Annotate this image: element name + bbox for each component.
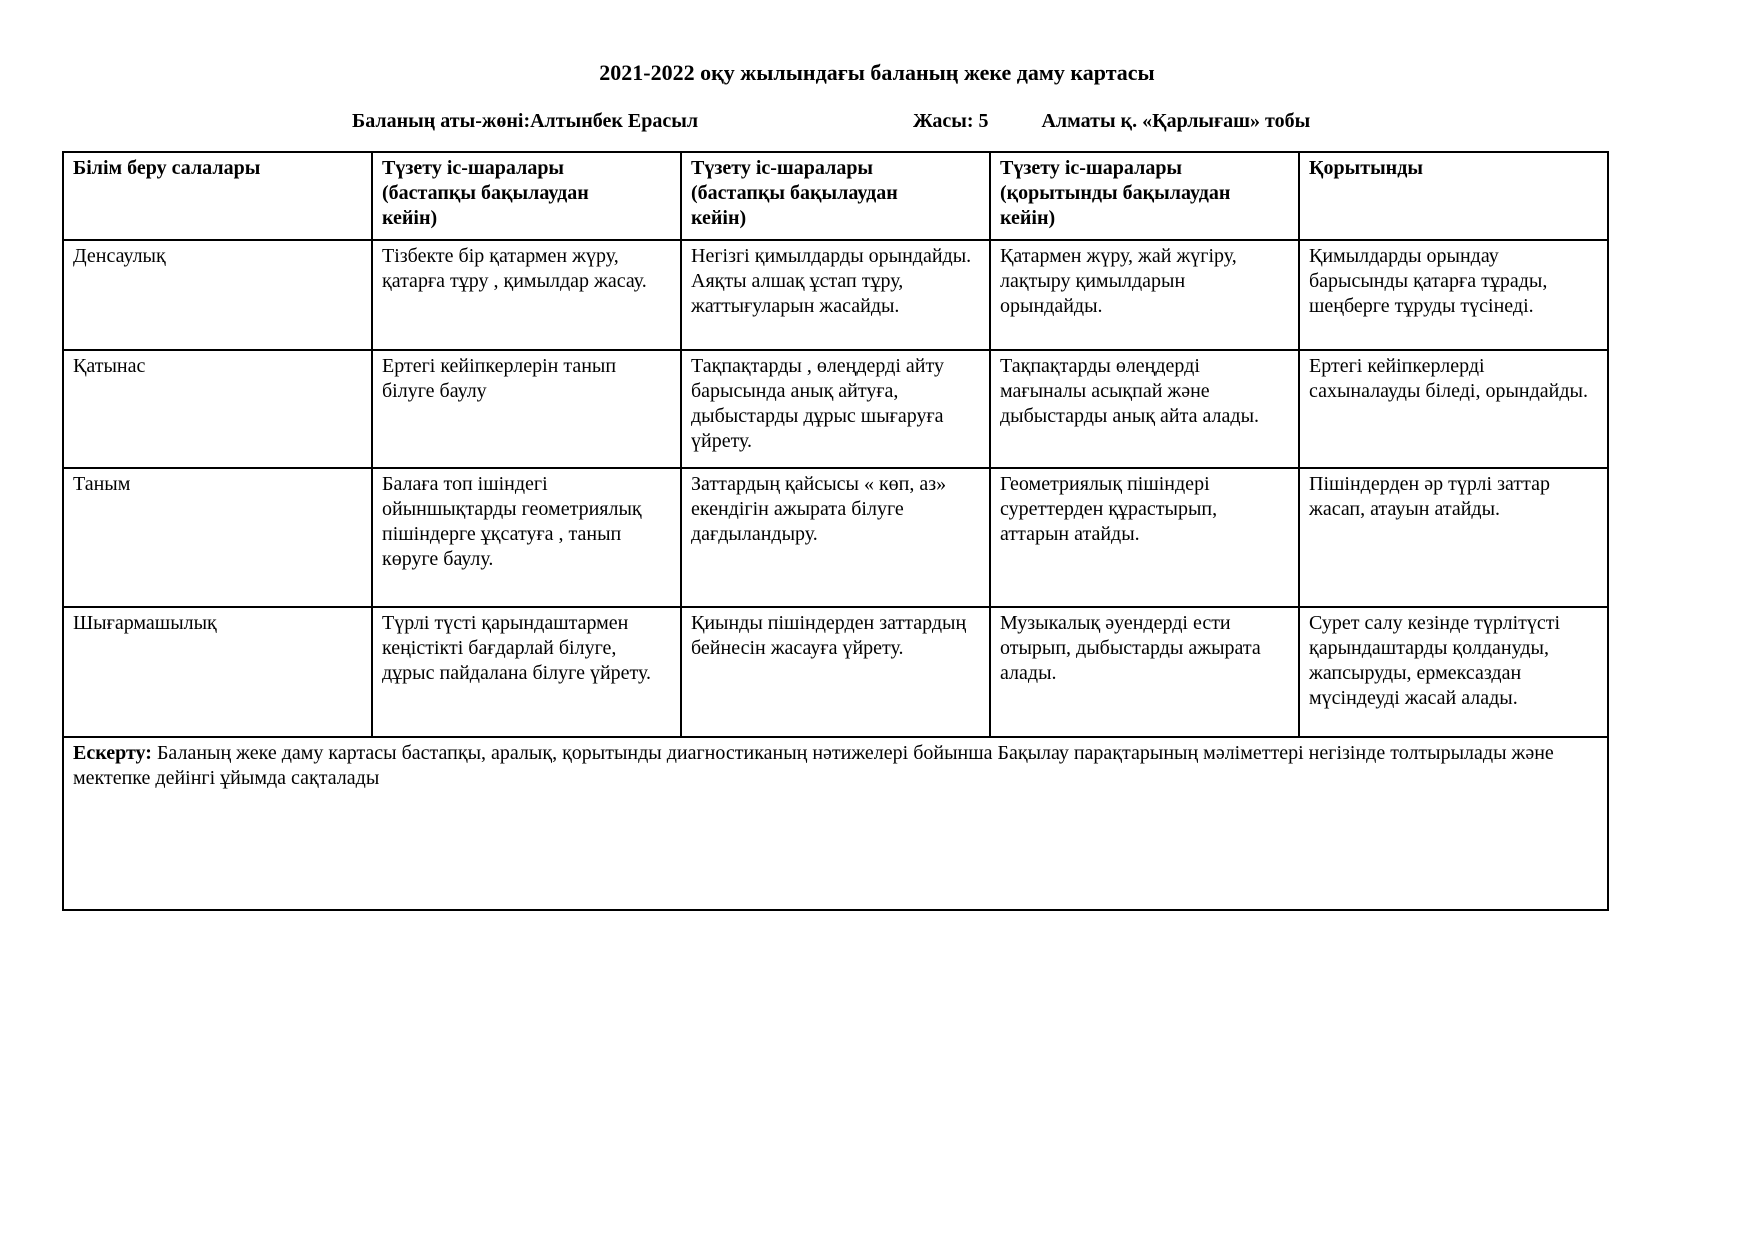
- row-densaulyk: Денсаулық Тізбекте бір қатармен жүру, қа…: [62, 239, 1609, 351]
- table-cell: Негізгі қимылдарды орындайды. Аяқты алша…: [680, 239, 991, 351]
- child-info-line: Баланың аты-жөні:Алтынбек Ерасыл Жасы: 5…: [352, 110, 1754, 133]
- header-correction-initial-1: Түзету іс-шаралары (бастапқы бақылаудан …: [371, 151, 682, 241]
- area-label: Таным: [62, 467, 373, 608]
- area-label: Қатынас: [62, 349, 373, 469]
- table-cell: Заттардың қайсысы « көп, аз» екендігін а…: [680, 467, 991, 608]
- header-education-areas: Білім беру салалары: [62, 151, 373, 241]
- note-cell: Ескерту: Баланың жеке даму картасы баста…: [62, 736, 1609, 911]
- table-cell: Музыкалық әуендерді ести отырып, дыбыста…: [989, 606, 1300, 738]
- area-label: Шығармашылық: [62, 606, 373, 738]
- table-cell: Қиынды пішіндерден заттардың бейнесін жа…: [680, 606, 991, 738]
- area-label: Денсаулық: [62, 239, 373, 351]
- table-cell: Қатармен жүру, жай жүгіру, лақтыру қимыл…: [989, 239, 1300, 351]
- table-cell: Тақпақтарды өлеңдерді мағыналы асықпай ж…: [989, 349, 1300, 469]
- table-cell: Ертегі кейіпкерлерін танып білуге баулу: [371, 349, 682, 469]
- table-header-row: Білім беру салалары Түзету іс-шаралары (…: [62, 151, 1609, 241]
- row-tanym: Таным Балаға топ ішіндегі ойыншықтарды г…: [62, 467, 1609, 608]
- header-correction-initial-2: Түзету іс-шаралары (бастапқы бақылаудан …: [680, 151, 991, 241]
- child-name: Баланың аты-жөні:Алтынбек Ерасыл: [352, 110, 699, 132]
- note-label: Ескерту:: [73, 742, 152, 764]
- table-cell: Тізбекте бір қатармен жүру, қатарға тұру…: [371, 239, 682, 351]
- table-cell: Геометриялық пішіндері суреттерден құрас…: [989, 467, 1300, 608]
- child-age: Жасы: 5: [913, 110, 989, 132]
- table-cell: Түрлі түсті қарындаштармен кеңістікті ба…: [371, 606, 682, 738]
- document-title: 2021-2022 оқу жылындағы баланың жеке дам…: [599, 60, 1155, 85]
- development-table: Білім беру салалары Түзету іс-шаралары (…: [62, 151, 1609, 911]
- note-text: Баланың жеке даму картасы бастапқы, арал…: [73, 742, 1554, 789]
- row-katynas: Қатынас Ертегі кейіпкерлерін танып білуг…: [62, 349, 1609, 469]
- row-shygarmashylyk: Шығармашылық Түрлі түсті қарындаштармен …: [62, 606, 1609, 738]
- child-group: Алматы қ. «Қарлығаш» тобы: [1041, 110, 1311, 132]
- table-cell: Ертегі кейіпкерлерді сахыналауды біледі,…: [1298, 349, 1609, 469]
- header-correction-final: Түзету іс-шаралары (қорытынды бақылаудан…: [989, 151, 1300, 241]
- table-cell: Қимылдарды орындау барысынды қатарға тұр…: [1298, 239, 1609, 351]
- table-cell: Сурет салу кезінде түрлітүсті қарындашта…: [1298, 606, 1609, 738]
- header-conclusion: Қорытынды: [1298, 151, 1609, 241]
- table-cell: Тақпақтарды , өлеңдерді айту барысында а…: [680, 349, 991, 469]
- table-cell: Балаға топ ішіндегі ойыншықтарды геометр…: [371, 467, 682, 608]
- table-cell: Пішіндерден әр түрлі заттар жасап, атауы…: [1298, 467, 1609, 608]
- note-row: Ескерту: Баланың жеке даму картасы баста…: [62, 736, 1609, 911]
